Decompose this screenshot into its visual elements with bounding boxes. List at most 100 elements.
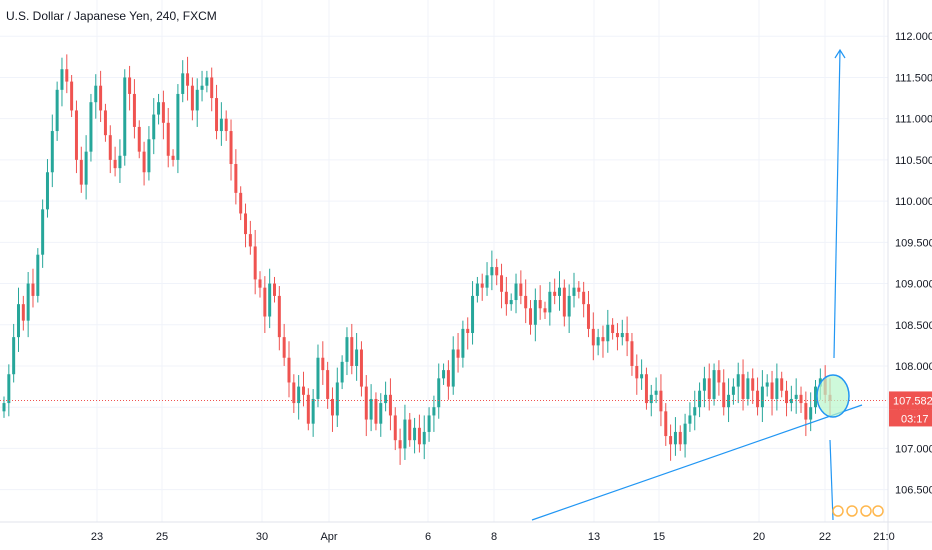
candle-body [79, 159, 83, 185]
candle-body [480, 283, 484, 288]
candle-body [427, 415, 431, 432]
candle-body [707, 378, 711, 399]
candle-body [809, 407, 813, 420]
candle-body [649, 394, 653, 404]
event-badge-icon[interactable] [860, 505, 872, 517]
candle-body [625, 333, 629, 342]
candle-body [41, 209, 45, 255]
candle-body [620, 333, 624, 338]
candle-body [432, 407, 436, 416]
candle-body [640, 374, 644, 379]
candle-body [495, 267, 499, 276]
candle-body [712, 370, 716, 399]
candle-body [335, 382, 339, 416]
candle-body [548, 291, 552, 313]
time-axis-tick-label: 25 [156, 531, 168, 543]
projection-down-line[interactable] [829, 439, 834, 521]
price-axis-tick-label: 107.000 [895, 443, 932, 455]
candle-body [103, 110, 107, 136]
candle-body [659, 390, 663, 412]
candle-body [500, 275, 504, 292]
candle-body [12, 337, 16, 375]
candle-body [654, 390, 658, 395]
candle-body [210, 77, 214, 99]
candle-body [316, 357, 320, 399]
price-axis-tick-label: 109.000 [895, 279, 932, 291]
projection-up-arrow[interactable] [833, 49, 841, 359]
candle-body [504, 291, 508, 305]
last-price-tag [889, 391, 932, 410]
candle-body [596, 337, 600, 346]
candle-body [688, 415, 692, 424]
candle-body [567, 295, 571, 317]
price-axis-tick-label: 110.500 [895, 155, 932, 167]
candle-body [751, 378, 755, 391]
candle-body [572, 287, 576, 296]
candle-body [364, 386, 368, 420]
price-axis-tick-label: 108.000 [895, 361, 932, 373]
candle-body [673, 431, 677, 445]
candle-body [166, 122, 170, 156]
candle-body [16, 304, 20, 338]
candle-body [780, 378, 784, 391]
time-axis-tick-label: 20 [753, 531, 765, 543]
candle-body [562, 287, 566, 317]
candle-body [292, 382, 296, 404]
candle-body [785, 390, 789, 404]
candle-body [591, 328, 595, 346]
candle-body [509, 300, 513, 305]
candle-body [456, 349, 460, 358]
candle-body [741, 374, 745, 399]
highlight-circle-drawing[interactable] [816, 374, 850, 418]
candle-body [408, 419, 412, 441]
candle-body [524, 295, 528, 309]
candle-body [277, 295, 281, 338]
candle-body [799, 394, 803, 404]
candle-body [147, 139, 151, 173]
candle-body [306, 394, 310, 424]
candle-body [586, 304, 590, 329]
candle-body [374, 398, 378, 424]
candle-body [490, 267, 494, 276]
candle-body [683, 423, 687, 445]
candle-body [248, 234, 252, 247]
candle-body [171, 155, 175, 160]
candle-body [273, 283, 277, 296]
candle-body [543, 308, 547, 313]
candle-body [219, 118, 223, 132]
candle-body [451, 349, 455, 387]
candle-body [239, 192, 243, 214]
candle-body [113, 159, 117, 169]
event-badge-icon[interactable] [832, 505, 844, 517]
event-badge-icon[interactable] [846, 505, 858, 517]
countdown-tag [889, 409, 932, 427]
candle-body [644, 374, 648, 404]
candle-body [7, 374, 11, 404]
candle-body [297, 386, 301, 404]
candle-body [698, 390, 702, 408]
price-axis-tick-label: 110.000 [895, 196, 932, 208]
time-axis-tick-label: 21:0 [873, 531, 894, 543]
candle-body [94, 85, 98, 103]
candle-body [814, 386, 818, 408]
candle-body [234, 164, 238, 193]
candle-body [538, 300, 542, 309]
price-axis-tick-label: 111.000 [895, 114, 932, 126]
price-axis-tick-label: 106.500 [895, 485, 932, 497]
candle-body [461, 328, 465, 358]
price-axis-tick-label: 108.500 [895, 320, 932, 332]
trend-line-drawing[interactable] [531, 404, 863, 521]
event-badge-icon[interactable] [872, 505, 884, 517]
candle-body [630, 341, 634, 366]
candle-body [326, 370, 330, 399]
time-axis-tick-label: 15 [653, 531, 665, 543]
candle-body [577, 287, 581, 292]
candle-body [471, 295, 475, 334]
candle-body [529, 308, 533, 325]
candle-body [727, 394, 731, 408]
candle-body [157, 102, 161, 115]
candle-body [398, 440, 402, 449]
time-axis-tick-label: 30 [256, 531, 268, 543]
candle-body [89, 102, 93, 152]
